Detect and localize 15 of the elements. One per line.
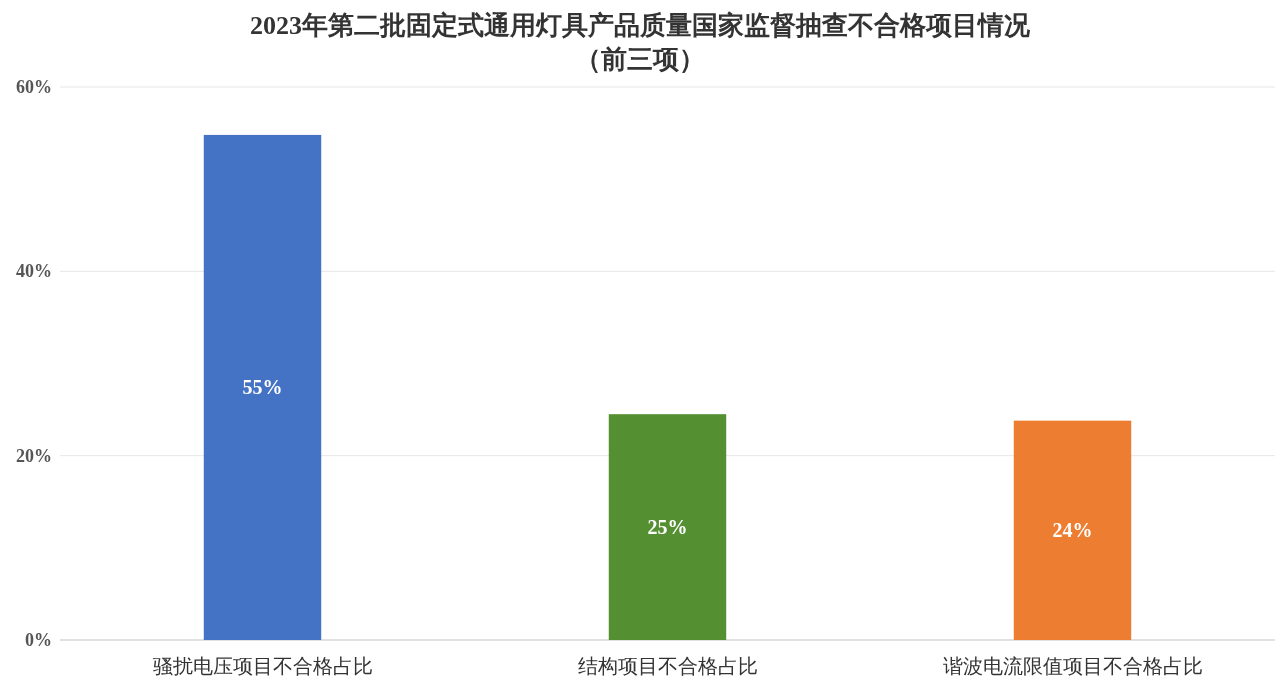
chart-subtitle: （前三项）: [575, 45, 705, 74]
y-tick-label: 0%: [25, 630, 52, 650]
bar: [608, 414, 727, 640]
x-tick-label: 谐波电流限值项目不合格占比: [942, 655, 1203, 677]
bar: [203, 134, 322, 640]
chart-title: 2023年第二批固定式通用灯具产品质量国家监督抽查不合格项目情况: [250, 11, 1031, 40]
data-label: 24%: [1052, 519, 1093, 542]
y-tick-label: 20%: [16, 445, 52, 466]
x-tick-label: 结构项目不合格占比: [577, 655, 758, 677]
x-tick-label: 骚扰电压项目不合格占比: [152, 655, 373, 677]
bar: [1013, 420, 1132, 640]
y-tick-label: 40%: [16, 261, 52, 282]
data-label: 25%: [647, 516, 688, 539]
y-tick-label: 60%: [16, 77, 52, 97]
data-label: 55%: [242, 376, 283, 399]
